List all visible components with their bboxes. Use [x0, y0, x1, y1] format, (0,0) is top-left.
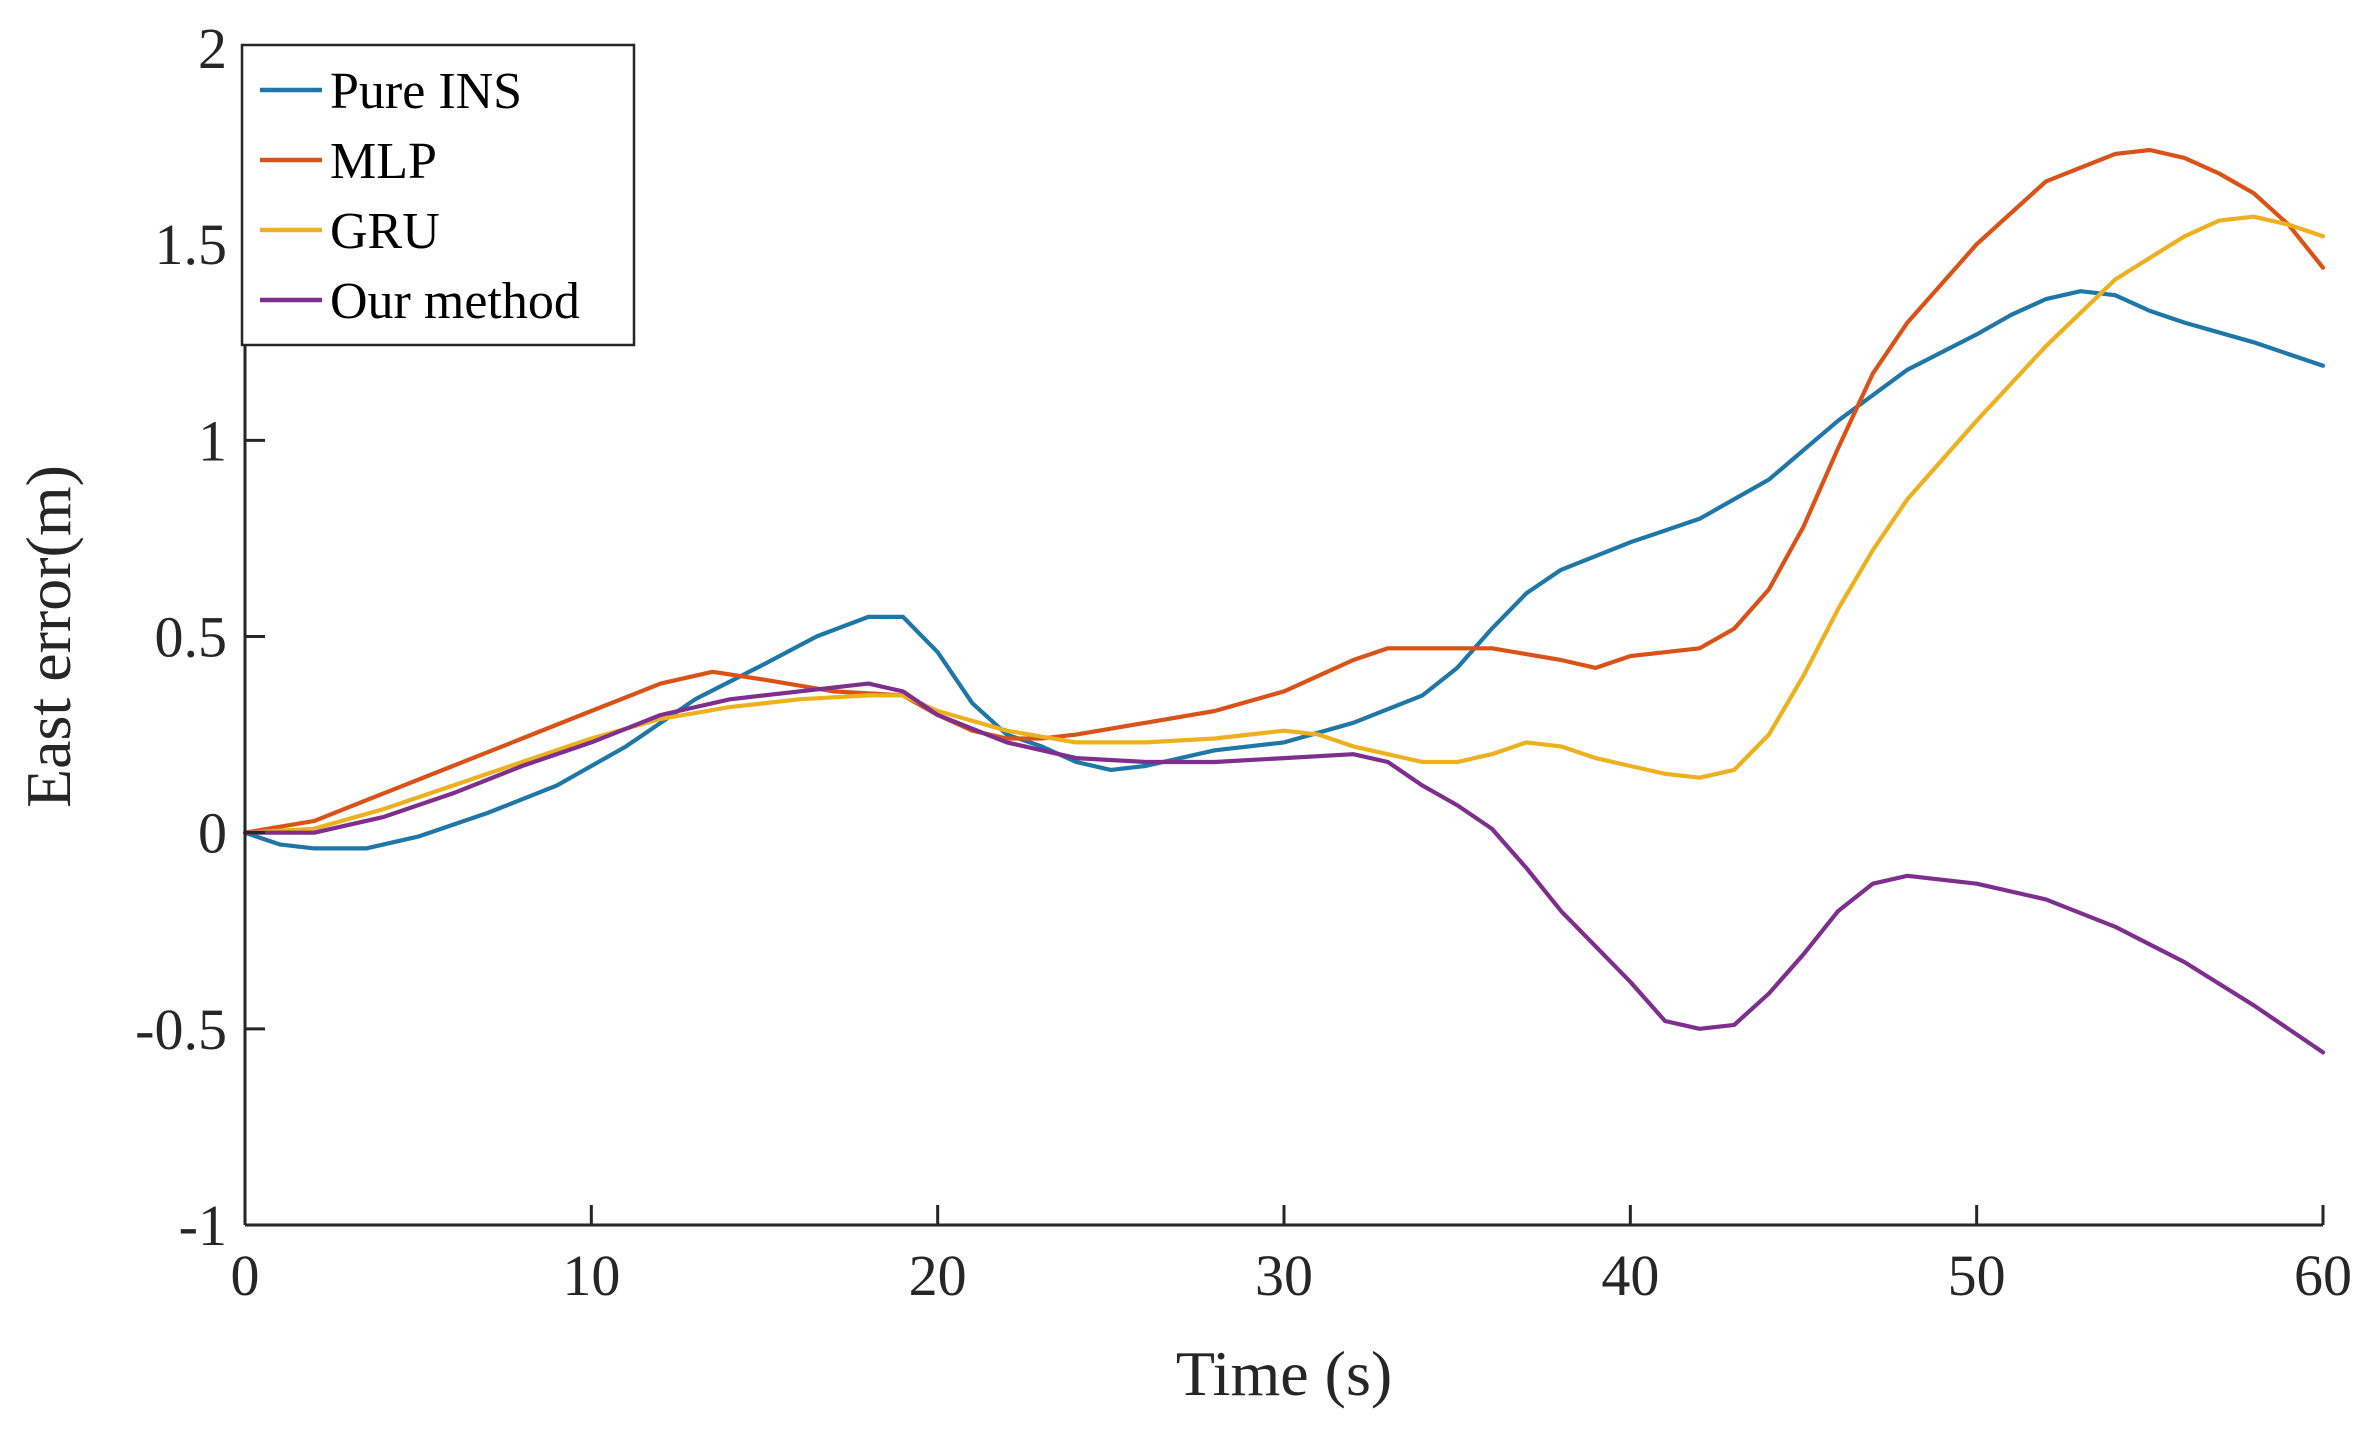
legend-label: Our method: [330, 273, 580, 330]
series-layer: [242, 147, 2326, 1055]
x-axis-title: Time (s): [1176, 1338, 1392, 1409]
y-tick-label: 0.5: [155, 605, 228, 670]
y-tick-label: -0.5: [135, 997, 227, 1062]
legend: Pure INS MLP GRU Our method: [240, 43, 636, 347]
legend-label: GRU: [330, 203, 440, 260]
y-axis-title: East error(m): [13, 465, 84, 808]
legend-box: [240, 43, 636, 347]
plot-area: 0 10 20 30 40 50 60 -1 -0.5 0 0.5 1 1.5 2: [135, 16, 2352, 1308]
x-tick-label: 60: [2294, 1243, 2352, 1308]
x-tick-label: 40: [1601, 1243, 1659, 1308]
series-line-3: [242, 214, 2326, 835]
x-tick-label: 0: [231, 1243, 260, 1308]
y-tick-label: 1.5: [155, 212, 228, 277]
y-tick-label: 2: [198, 16, 227, 81]
y-tick-label: 0: [198, 801, 227, 866]
x-tick-label: 20: [909, 1243, 967, 1308]
x-tick-label: 10: [562, 1243, 620, 1308]
y-tick-label: -1: [179, 1193, 227, 1258]
legend-label: MLP: [330, 133, 437, 190]
legend-label: Pure INS: [330, 63, 522, 120]
series-line-1: [242, 289, 2326, 851]
series-line-4: [242, 681, 2326, 1055]
x-tick-label: 30: [1255, 1243, 1313, 1308]
x-tick-label: 50: [1948, 1243, 2006, 1308]
y-tick-label: 1: [198, 408, 227, 473]
axes-layer: 0 10 20 30 40 50 60 -1 -0.5 0 0.5 1 1.5 2: [135, 16, 2352, 1308]
series-line-2: [242, 147, 2326, 835]
